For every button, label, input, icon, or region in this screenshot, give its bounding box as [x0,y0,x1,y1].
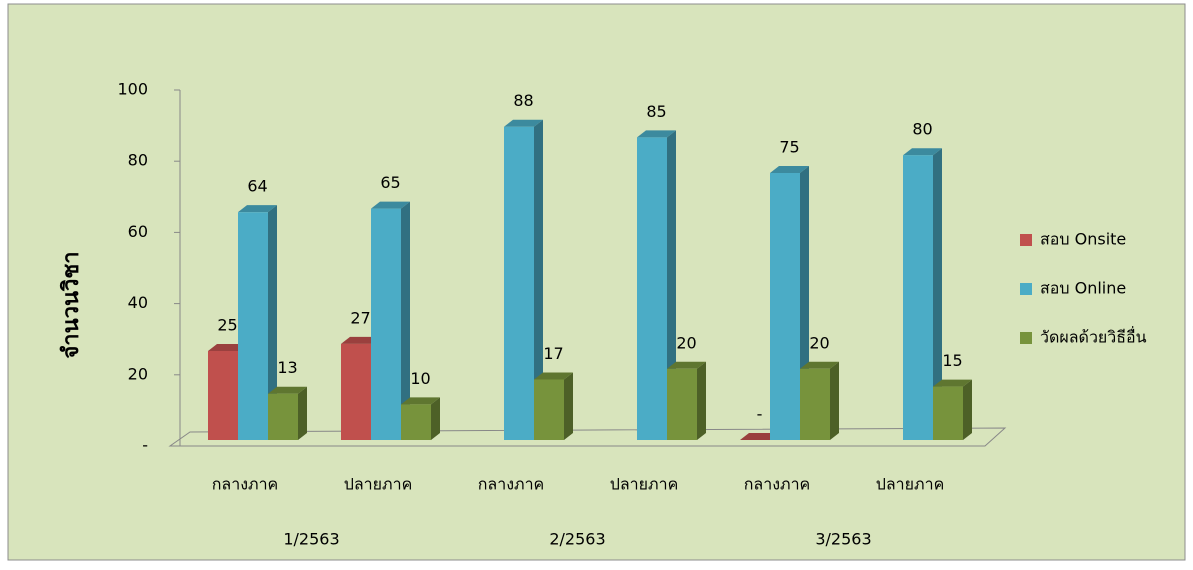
data-label: 88 [513,91,533,110]
data-label: 20 [809,333,829,352]
legend-swatch [1020,332,1032,344]
bar-top [740,433,779,440]
bar-side [534,119,543,440]
bar [371,208,401,440]
data-label: 17 [543,344,563,363]
data-label: 27 [350,308,370,327]
data-label: 25 [217,316,237,335]
bar [401,404,431,440]
data-label: 75 [779,138,799,157]
bar-top [667,361,706,369]
data-label: 10 [410,369,430,388]
bar-side [298,386,307,440]
data-label: 80 [912,120,932,139]
bar [933,386,963,440]
x-tick-label: ปลายภาค [610,475,679,494]
legend-label: วัดผลด้วยวิธีอื่น [1040,326,1147,347]
x-tick-label: ปลายภาค [344,475,413,494]
group-label: 2/2563 [549,530,605,549]
data-label: 65 [380,173,400,192]
bar-top [371,201,410,209]
bar-top [504,119,543,127]
bar-top [534,372,573,380]
bar-top [933,379,972,387]
bar-side [933,148,942,440]
bar-side [667,130,676,440]
bar [238,212,268,440]
bar-top [268,386,307,394]
chart-background [7,3,1186,561]
bar-top [208,344,247,351]
bar [268,393,298,440]
data-label: 20 [676,333,696,352]
group-label: 1/2563 [283,530,339,549]
y-tick-label: 100 [117,80,148,99]
bar-side [697,361,706,440]
floor [168,427,1007,447]
data-label: 13 [277,358,297,377]
bar-side [564,372,573,440]
data-label: - [757,405,763,424]
x-tick-label: กลางภาค [212,475,279,494]
bar-side [830,361,839,440]
legend-label: สอบ Online [1040,279,1126,298]
bar-side [268,205,277,440]
bar-side [431,397,440,440]
bar [504,126,534,440]
x-tick-label: กลางภาค [744,475,811,494]
x-tick-label: ปลายภาค [876,475,945,494]
bar [534,379,564,440]
bar-side [963,379,972,440]
bar-top [903,148,942,156]
bar [770,173,800,440]
y-tick-label: 60 [128,222,148,241]
bar [341,343,371,440]
legend-label: สอบ Onsite [1040,230,1126,249]
legend-swatch [1020,283,1032,295]
data-label: 85 [646,102,666,121]
y-tick-label: 80 [128,151,148,170]
bar-top [401,397,440,405]
bar-top [238,205,277,213]
y-tick-label: 20 [128,364,148,383]
bar [667,368,697,440]
y-tick-label: - [142,436,148,455]
data-label: 64 [247,177,267,196]
bar-top [770,166,809,173]
x-tick-label: กลางภาค [478,475,545,494]
bar [208,351,238,440]
group-label: 3/2563 [815,530,871,549]
bar-top [637,130,676,138]
bar [637,137,667,440]
y-tick-label: 40 [128,293,148,312]
data-label: 15 [942,351,962,370]
bar [903,155,933,440]
bar-side [401,201,410,440]
y-axis-label: จำนวนวิชา [59,251,84,358]
bar-top [341,336,380,344]
legend-swatch [1020,234,1032,246]
bar [800,368,830,440]
bar-top [800,361,839,369]
